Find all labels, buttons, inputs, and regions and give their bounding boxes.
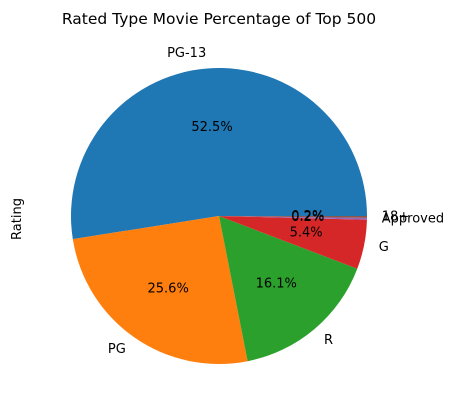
pie-slice-18	[219, 216, 367, 218]
pie-slice-g	[219, 216, 367, 269]
pie-slice-pg-13	[71, 68, 367, 240]
pie-slice-approved	[219, 216, 367, 220]
slice-label-18: 18+	[382, 210, 409, 225]
y-axis-label: Rating	[10, 198, 25, 240]
slice-percent-approved: 0.2%	[291, 210, 324, 225]
chart-title: Rated Type Movie Percentage of Top 500	[62, 10, 376, 28]
slice-percent-pg-13: 52.5%	[191, 120, 232, 135]
slice-label-g: G	[379, 240, 389, 255]
slice-percent-r: 16.1%	[256, 276, 297, 291]
pie-slices	[71, 68, 367, 365]
slice-label-approved: Approved	[382, 212, 444, 227]
slice-percent-18: 0.2%	[291, 209, 324, 224]
pie-labels: PG-13 52.5% PG 25.6% R 16.1% G 5.4% Approved 0.2%…	[108, 46, 444, 357]
slice-label-r: R	[324, 333, 333, 348]
pie-slice-r	[219, 216, 358, 362]
pie-slice-pg	[72, 216, 248, 365]
slice-label-pg: PG	[108, 342, 126, 357]
slice-percent-g: 5.4%	[290, 226, 323, 241]
slice-label-pg-13: PG-13	[167, 46, 206, 61]
slice-percent-pg: 25.6%	[148, 281, 189, 296]
